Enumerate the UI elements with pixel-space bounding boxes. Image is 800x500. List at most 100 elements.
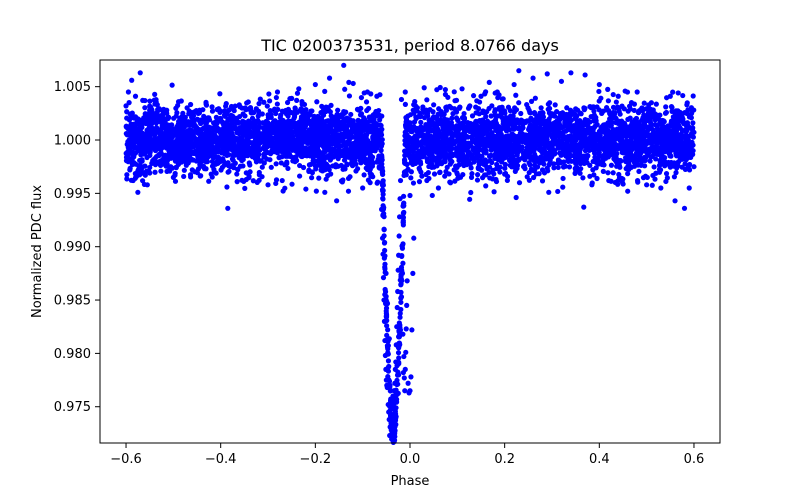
data-point bbox=[132, 123, 138, 129]
data-point bbox=[135, 116, 141, 122]
data-point bbox=[536, 120, 542, 126]
data-point bbox=[663, 143, 669, 149]
data-point bbox=[502, 124, 508, 130]
data-point bbox=[333, 134, 339, 140]
data-point bbox=[558, 152, 564, 158]
data-point bbox=[657, 139, 663, 145]
data-point bbox=[537, 146, 544, 152]
data-point bbox=[123, 158, 130, 164]
data-point bbox=[502, 165, 508, 171]
data-point bbox=[378, 147, 384, 154]
data-point bbox=[653, 101, 659, 107]
data-point bbox=[326, 167, 332, 173]
data-point bbox=[175, 102, 181, 109]
data-point bbox=[429, 142, 436, 148]
data-point bbox=[187, 110, 193, 117]
data-point bbox=[291, 155, 297, 162]
data-point bbox=[358, 105, 364, 111]
data-point bbox=[441, 111, 447, 117]
data-point bbox=[275, 121, 281, 127]
data-point bbox=[552, 119, 558, 125]
data-point bbox=[178, 116, 185, 123]
data-point bbox=[292, 112, 298, 118]
data-point bbox=[413, 114, 419, 120]
data-point bbox=[583, 144, 589, 150]
data-point bbox=[213, 170, 219, 176]
data-point bbox=[279, 144, 285, 150]
data-point bbox=[379, 113, 385, 119]
data-point bbox=[313, 129, 319, 135]
data-point bbox=[590, 147, 596, 153]
data-point bbox=[295, 139, 302, 145]
data-point bbox=[209, 104, 215, 110]
data-point bbox=[294, 97, 300, 103]
data-point bbox=[348, 160, 355, 166]
data-point bbox=[516, 120, 522, 126]
data-point bbox=[308, 161, 314, 168]
data-point bbox=[307, 111, 313, 118]
data-point bbox=[567, 107, 574, 113]
data-point bbox=[513, 194, 519, 201]
data-point bbox=[682, 161, 688, 167]
data-point bbox=[544, 130, 550, 137]
data-point bbox=[634, 152, 640, 158]
data-point bbox=[688, 115, 694, 121]
data-point bbox=[478, 157, 484, 163]
data-point bbox=[593, 165, 599, 171]
data-point bbox=[504, 147, 510, 153]
data-point bbox=[532, 151, 538, 158]
data-point bbox=[588, 134, 595, 140]
data-point bbox=[537, 134, 543, 140]
data-point bbox=[369, 128, 375, 134]
data-point bbox=[639, 117, 645, 123]
data-point bbox=[494, 165, 500, 172]
data-point bbox=[564, 105, 570, 111]
data-point bbox=[615, 181, 621, 187]
data-point bbox=[672, 130, 679, 137]
data-point bbox=[248, 124, 254, 130]
data-point bbox=[490, 119, 497, 125]
data-point bbox=[365, 105, 372, 112]
data-point bbox=[460, 171, 466, 178]
data-point bbox=[273, 177, 280, 183]
data-point bbox=[655, 147, 661, 153]
data-point bbox=[490, 137, 496, 143]
data-point bbox=[594, 175, 600, 182]
data-point bbox=[316, 175, 322, 181]
data-point bbox=[137, 137, 143, 143]
data-point bbox=[261, 160, 267, 166]
data-point bbox=[459, 115, 466, 121]
data-point bbox=[469, 113, 476, 119]
data-point bbox=[622, 88, 628, 94]
data-point bbox=[129, 140, 135, 146]
data-point bbox=[606, 107, 612, 114]
data-point bbox=[558, 125, 564, 131]
data-point bbox=[311, 116, 317, 122]
data-point bbox=[166, 125, 172, 131]
data-point bbox=[673, 149, 679, 155]
data-point bbox=[591, 108, 597, 114]
data-point bbox=[639, 129, 645, 135]
data-point bbox=[217, 91, 223, 97]
data-point bbox=[574, 113, 580, 119]
data-point bbox=[205, 115, 211, 121]
data-point bbox=[600, 126, 606, 132]
data-point bbox=[297, 134, 304, 140]
data-point bbox=[164, 107, 170, 113]
data-point bbox=[292, 106, 298, 112]
data-point bbox=[143, 141, 150, 148]
data-point bbox=[591, 172, 597, 178]
data-point bbox=[547, 105, 553, 112]
data-point bbox=[182, 114, 188, 120]
data-point bbox=[441, 150, 448, 156]
data-point bbox=[532, 166, 538, 173]
data-point bbox=[496, 92, 502, 98]
data-point bbox=[689, 139, 695, 145]
data-point bbox=[321, 124, 327, 130]
data-point bbox=[212, 123, 218, 129]
data-point bbox=[475, 165, 481, 172]
data-point bbox=[187, 156, 193, 162]
data-point bbox=[495, 150, 501, 156]
data-point bbox=[631, 142, 637, 148]
data-point bbox=[547, 148, 554, 154]
